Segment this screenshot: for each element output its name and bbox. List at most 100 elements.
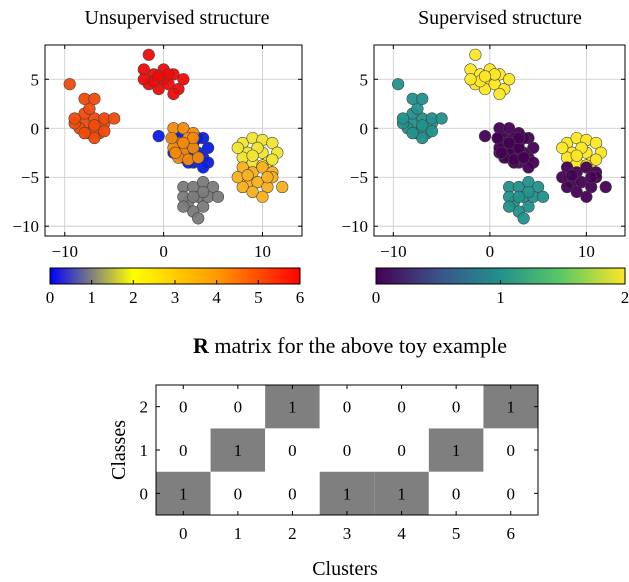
- unsup-colorbar-tick-label: 0: [46, 288, 55, 307]
- unsup-point-cluster-1: [197, 200, 210, 213]
- sup-point-cluster-3: [565, 169, 579, 182]
- matrix-cell: [483, 471, 538, 515]
- matrix-cell-value: 1: [397, 484, 406, 503]
- sup-point-cluster-1: [532, 180, 545, 194]
- matrix-cell-value: 1: [234, 441, 243, 460]
- r-matrix-title-rest: matrix for the above toy example: [209, 333, 507, 358]
- matrix-cell: [265, 471, 320, 515]
- matrix-xtick-label: 3: [343, 524, 352, 543]
- sup-point-cluster-4: [503, 136, 516, 150]
- unsup-ytick-label: 0: [31, 119, 40, 138]
- unsupervised-colorbar: 0 1 2 3 4 5 6: [46, 267, 305, 307]
- unsup-point-cluster-3: [251, 176, 264, 189]
- unsup-point-cluster-3: [236, 180, 249, 194]
- matrix-cell-value: 0: [234, 484, 243, 503]
- sup-point-cluster-5: [425, 125, 439, 138]
- matrix-xtick-label: 0: [179, 524, 188, 543]
- sup-ytick-label: −5: [350, 168, 368, 187]
- unsup-ytick-label: −5: [21, 168, 39, 187]
- unsup-point-cluster-6: [167, 87, 180, 101]
- matrix-cell: [374, 385, 429, 429]
- unsup-point-cluster-3: [246, 185, 259, 199]
- sup-xtick-label: 10: [578, 242, 595, 261]
- unsup-point-cluster-3: [256, 161, 269, 174]
- matrix-ytick-label: 2: [140, 398, 149, 417]
- matrix-cell: [210, 385, 266, 429]
- matrix-cell: [319, 471, 375, 515]
- unsup-point-cluster-1: [192, 212, 205, 225]
- unsup-colorbar-tick-label: 2: [129, 288, 138, 307]
- sup-point-cluster-5: [411, 102, 424, 115]
- sup-colorbar-tick-label: 0: [372, 288, 381, 307]
- matrix-cell: [374, 428, 429, 472]
- matrix-cell-value: 1: [452, 441, 461, 460]
- matrix-cell-value: 1: [343, 484, 352, 503]
- unsup-point-cluster-5: [88, 119, 101, 132]
- unsup-xtick-label: −10: [51, 242, 78, 261]
- unsup-ytick-label: 5: [31, 70, 40, 89]
- sup-ytick-label: −10: [341, 217, 368, 236]
- unsup-point-cluster-5: [98, 125, 111, 138]
- matrix-cell: [156, 385, 211, 429]
- matrix-cell: [483, 385, 538, 429]
- matrix-xtick-label: 5: [452, 524, 461, 543]
- unsup-point-cluster-2: [231, 141, 244, 154]
- unsup-point-cluster-3: [231, 171, 244, 184]
- matrix-ytick-label: 0: [140, 484, 149, 503]
- sup-point-cluster-6: [503, 73, 516, 86]
- matrix-cell: [156, 471, 211, 515]
- matrix-cell: [483, 428, 538, 472]
- matrix-cell: [265, 428, 320, 472]
- unsup-point-cluster-4: [165, 131, 178, 145]
- r-matrix-title-bold: R: [193, 333, 210, 358]
- sup-xtick-label: −10: [380, 242, 407, 261]
- matrix-xtick-label: 2: [288, 524, 297, 543]
- sup-point-cluster-4: [517, 151, 530, 164]
- matrix-cell-value: 0: [452, 484, 461, 503]
- unsup-point-cluster-3: [256, 190, 269, 203]
- matrix-cell-value: 1: [288, 398, 297, 417]
- sup-point-cluster-4: [495, 146, 508, 159]
- sup-point-cluster-1: [522, 185, 535, 199]
- sup-ytick-label: 0: [360, 119, 369, 138]
- sup-point-cluster-0: [522, 161, 535, 174]
- unsupervised-scatter-plot: −10 0 10 5 0 −5 −10: [12, 44, 303, 261]
- sup-plot-frame: [373, 44, 626, 237]
- unsup-point-cluster-6: [152, 70, 165, 83]
- unsup-point-cluster-1: [187, 190, 200, 203]
- title-unsupervised: Unsupervised structure: [85, 7, 270, 29]
- unsup-point-cluster-5: [88, 131, 101, 145]
- matrix-cell: [428, 471, 484, 515]
- matrix-cell-value: 0: [397, 441, 406, 460]
- unsup-ytick-label: −10: [12, 217, 39, 236]
- unsup-point-cluster-5: [108, 112, 121, 125]
- sup-point-cluster-3: [580, 161, 593, 174]
- unsup-point-cluster-3: [241, 169, 254, 182]
- matrix-cell: [319, 428, 375, 472]
- sup-colorbar-tick-label: 2: [621, 288, 629, 307]
- matrix-cell: [265, 385, 320, 429]
- unsup-point-cluster-0: [197, 161, 210, 174]
- sup-point-cluster-3: [570, 185, 583, 199]
- matrix-ytick-label: 1: [140, 441, 149, 460]
- sup-point-cluster-2: [589, 136, 603, 150]
- sup-point-cluster-5: [406, 127, 419, 140]
- matrix-xtick-label: 4: [397, 524, 406, 543]
- matrix-cell-value: 0: [234, 398, 243, 417]
- sup-point-cluster-5: [416, 119, 429, 132]
- unsup-point-cluster-5: [88, 92, 101, 105]
- sup-point-cluster-4: [512, 131, 525, 145]
- unsup-point-cluster-1: [211, 190, 225, 203]
- sup-point-cluster-2: [570, 149, 583, 162]
- sup-point-cluster-5: [392, 78, 405, 91]
- sup-point-cluster-1: [503, 200, 516, 213]
- sup-point-cluster-4: [503, 122, 516, 135]
- unsup-xtick-label: 10: [254, 242, 271, 261]
- unsup-point-cluster-3: [276, 180, 289, 194]
- sup-point-cluster-2: [556, 141, 569, 154]
- unsup-colorbar-tick-label: 6: [296, 288, 305, 307]
- matrix-cell-value: 0: [506, 441, 515, 460]
- unsup-point-cluster-2: [246, 149, 259, 162]
- sup-point-cluster-3: [585, 171, 598, 184]
- unsup-point-cluster-5: [83, 102, 96, 115]
